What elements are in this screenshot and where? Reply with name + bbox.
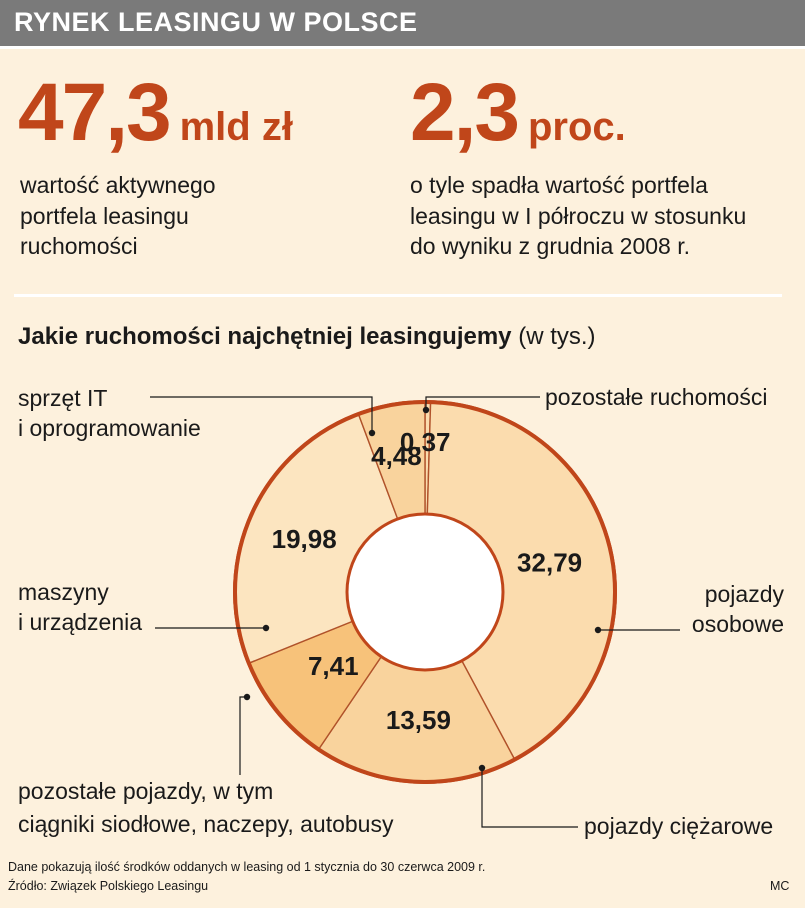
value-label: 13,59 [386,705,451,735]
donut-center [345,512,505,672]
stat-portfolio-number: 47,3 [18,67,172,158]
section-divider [14,294,782,297]
stat-portfolio-desc-line: ruchomości [20,233,138,260]
chart-title-main: Jakie ruchomości najchętniej leasingujem… [18,323,512,350]
value-label: 32,79 [517,548,582,578]
value-label: 19,98 [272,524,337,554]
leader-dot [422,406,430,414]
leader-dot [262,624,270,632]
leader-line [481,768,578,828]
value-label: 4,48 [371,441,422,471]
category-label-trucks: pojazdy ciężarowe [584,812,773,842]
category-label-line: i urządzenia [18,608,143,635]
leader-line [239,696,247,775]
chart-title-unit: (w tys.) [518,323,596,350]
category-label-line: sprzęt IT [18,385,108,411]
category-label-other-assets: pozostałe ruchomości [545,383,767,413]
stat-portfolio-value: 47,3 mld zł [18,72,293,154]
stat-portfolio-desc-line: wartość aktywnego [20,172,216,198]
stat-decline-desc-line: do wyniku z grudnia 2008 r. [410,233,691,260]
leader-line [150,396,373,433]
stat-decline-desc-line: leasingu w I półroczu w stosunku [410,202,747,229]
leader-dot [243,693,251,701]
footer-note: Dane pokazują ilość środków oddanych w l… [8,860,486,874]
category-label-line: maszyny [18,579,109,605]
leader-dot [478,764,486,772]
stat-decline-unit: proc. [528,105,626,149]
value-label: 7,41 [308,651,359,681]
stat-portfolio-description: wartość aktywnego portfela leasingu ruch… [20,170,216,262]
stat-decline-description: o tyle spadła wartość portfela leasingu … [410,170,746,262]
stat-decline: 2,3 proc. [410,72,626,154]
stat-portfolio-unit: mld zł [179,105,293,149]
category-label-line: pozostałe ruchomości [545,384,768,410]
value-labels: 0,37 32,79 13,59 7,41 19,98 4,48 [272,427,583,735]
category-label-line: pojazdy [704,581,784,607]
donut-outline-top [233,400,617,784]
category-label-machinery: maszyny i urządzenia [18,578,142,638]
category-label-passenger-cars: pojazdy osobowe [684,580,784,640]
donut-slices [233,400,617,784]
footer-credit: MC [770,879,790,893]
category-label-line: i oprogramowanie [18,414,201,441]
leader-lines [150,396,680,828]
category-label-line: osobowe [691,610,784,637]
category-label-line: ciągniki siodłowe, naczepy, autobusy [18,811,394,838]
category-label-it: sprzęt IT i oprogramowanie [18,384,201,444]
leader-dot [368,429,376,437]
stat-decline-desc-line: o tyle spadła wartość portfela [410,172,708,198]
stat-decline-number: 2,3 [410,67,520,158]
footer-source: Źródło: Związek Polskiego Leasingu [8,879,209,893]
category-label-line: pojazdy ciężarowe [584,813,774,839]
value-label: 0,37 [400,427,451,457]
header-bar: RYNEK LEASINGU W POLSCE [0,0,805,49]
stat-portfolio-desc-line: portfela leasingu [20,202,189,229]
category-label-line: pozostałe pojazdy, w tym [18,778,274,804]
category-label-other-vehicles: pozostałe pojazdy, w tym ciągniki siodło… [18,775,393,842]
leader-line [425,396,540,410]
leader-dot [594,626,602,634]
chart-title: Jakie ruchomości najchętniej leasingujem… [18,323,596,351]
page-title: RYNEK LEASINGU W POLSCE [14,7,418,37]
